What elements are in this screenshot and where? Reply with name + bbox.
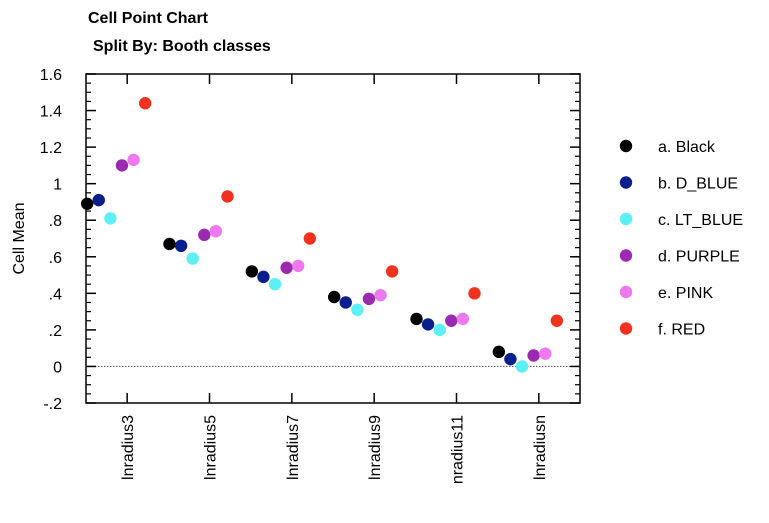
x-tick-label: lnradius3 [120,415,137,480]
legend-label: e. PINK [658,285,713,302]
x-tick-label: lnradius7 [285,415,302,480]
legend-marker [619,322,633,335]
axes: 1.6 1.4 1.2 1 .8 .6 .4 .2 0 -.2 Cell Mean lnradius3… [11,67,581,484]
y-tick-label: .4 [49,286,62,303]
data-point [163,237,176,251]
y-tick-label: .8 [49,213,62,230]
data-point [104,212,117,225]
data-point [115,159,129,172]
data-point [198,228,211,242]
data-point [303,232,317,245]
legend-label: d. PURPLE [658,249,740,266]
plot-frame [85,73,581,404]
data-point [186,252,199,265]
legend-marker [619,176,633,189]
data-point [504,352,517,366]
legend-label: c. LT_BLUE [658,212,743,229]
x-tick-label: lnradius5 [203,415,220,480]
data-point [280,261,293,274]
data-point [515,360,529,373]
legend-marker [619,285,633,299]
data-point [421,318,435,331]
legend-marker [619,139,633,153]
x-tick-label: lnradius9 [367,415,384,480]
data-point [245,265,259,278]
data-point [209,224,223,238]
y-tick-label: -.2 [43,396,62,413]
data-point [92,193,105,207]
data-point [456,312,470,326]
y-tick-label: .6 [49,250,62,267]
data-point [80,197,94,210]
data-point [138,97,152,110]
y-axis-label: Cell Mean [11,202,28,274]
data-point [339,296,352,309]
legend-label: b. D_BLUE [658,176,738,193]
y-tick-label: 1.6 [40,67,62,84]
x-tick-label: nradius11 [450,415,467,484]
chart-subtitle: Split By: Booth classes [93,38,271,55]
y-tick-label: 1.4 [40,104,62,121]
data-point [385,265,399,278]
legend-label: a. Black [658,139,716,156]
x-tick-label: lnradiusn [532,415,549,480]
y-tick-label: 1.2 [40,140,62,157]
legend-marker [619,249,633,262]
data-point [257,270,270,284]
data-point [292,259,305,273]
data-point [445,314,458,327]
data-point [221,190,234,203]
data-point [174,239,188,253]
chart-title: Cell Point Chart [88,10,209,27]
data-point [492,345,506,359]
data-point [268,277,282,291]
data-point [327,290,341,304]
data-point [410,312,423,326]
y-tick-label: 1 [53,177,62,194]
legend: a. Black b. D_BLUE c. LT_BLUE d. PURPLE e. P… [619,139,743,339]
data-point [539,347,552,360]
y-tick-label: 0 [53,359,62,376]
legend-label: f. RED [658,322,705,339]
data-points [80,97,564,373]
data-point [468,287,481,300]
data-point [351,303,364,316]
data-point [374,288,387,302]
data-point [362,292,376,306]
data-point [127,153,140,167]
data-point [527,349,540,362]
y-tick-label: .2 [49,323,62,340]
data-point [433,323,446,337]
legend-marker [619,212,633,226]
data-point [550,314,564,327]
